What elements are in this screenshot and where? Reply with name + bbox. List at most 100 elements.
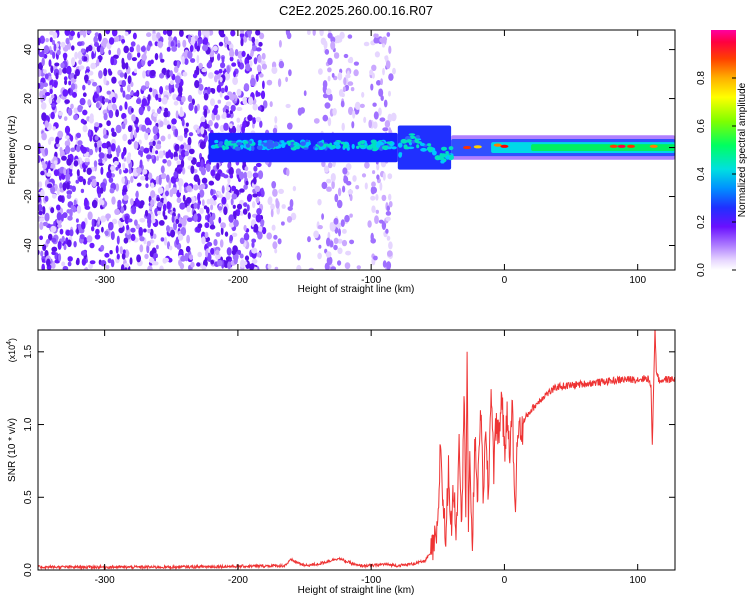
spectrogram-noise-speckle bbox=[321, 213, 324, 220]
spectrogram-noise-speckle bbox=[215, 232, 221, 237]
spectrogram-noise-speckle bbox=[390, 112, 397, 122]
spectrogram-noise-speckle bbox=[115, 183, 120, 192]
spectrogram-signal-blob bbox=[408, 133, 416, 136]
spectrogram-noise-speckle bbox=[262, 100, 268, 109]
spectrogram-noise-speckle bbox=[215, 114, 221, 121]
spectrogram-noise-speckle bbox=[266, 79, 273, 86]
spectrogram-noise-speckle bbox=[64, 125, 71, 135]
spectrogram-noise-speckle bbox=[180, 144, 185, 150]
spectrogram-noise-speckle bbox=[243, 171, 248, 179]
spectrogram-noise-speckle bbox=[220, 222, 227, 229]
snr-y-tick-label: 0.5 bbox=[23, 490, 34, 504]
spectrogram-noise-speckle bbox=[363, 116, 367, 123]
spectrogram-noise-speckle bbox=[70, 147, 76, 153]
spectrogram-noise-speckle bbox=[231, 62, 237, 67]
spectrogram-noise-speckle bbox=[372, 170, 376, 175]
spectrogram-noise-speckle bbox=[375, 33, 379, 38]
spectrogram-noise-speckle bbox=[158, 220, 165, 226]
spectrogram-noise-speckle bbox=[105, 265, 110, 269]
spectrogram-noise-speckle bbox=[66, 190, 73, 195]
spectrogram-noise-speckle bbox=[356, 265, 361, 270]
spectrogram-noise-speckle bbox=[66, 239, 72, 248]
spectrogram-noise-speckle bbox=[385, 216, 391, 222]
spectrogram-noise-speckle bbox=[159, 265, 164, 270]
spectrogram-noise-speckle bbox=[201, 265, 207, 270]
spectrogram-noise-speckle bbox=[136, 182, 142, 187]
spectrogram-noise-speckle bbox=[180, 227, 187, 236]
spectrogram-noise-speckle bbox=[217, 53, 221, 61]
spectrogram-noise-speckle bbox=[189, 36, 196, 45]
spectrogram-noise-speckle bbox=[206, 241, 213, 247]
spectrogram-noise-speckle bbox=[105, 30, 111, 35]
spectrogram-noise-speckle bbox=[76, 145, 81, 153]
spectrogram-noise-speckle bbox=[200, 159, 204, 168]
spectrogram-noise-speckle bbox=[215, 173, 221, 181]
spectrogram-noise-speckle bbox=[159, 120, 164, 127]
spectrogram-noise-speckle bbox=[140, 46, 146, 52]
spectrogram-noise-speckle bbox=[373, 111, 379, 120]
spectrogram-noise-speckle bbox=[373, 255, 378, 261]
spectrogram-noise-speckle bbox=[103, 112, 108, 121]
spectrogram-noise-speckle bbox=[112, 54, 119, 59]
spectrogram-noise-speckle bbox=[210, 204, 214, 211]
spectrogram-noise-speckle bbox=[364, 161, 370, 169]
spectrogram-noise-speckle bbox=[155, 93, 159, 101]
spectrogram-noise-speckle bbox=[156, 244, 159, 250]
spectrogram-noise-speckle bbox=[159, 52, 163, 61]
spectrogram-noise-speckle bbox=[130, 91, 134, 96]
spectrogram-noise-speckle bbox=[178, 185, 182, 193]
spectrogram-noise-speckle bbox=[260, 187, 264, 195]
spectrogram-noise-speckle bbox=[84, 205, 91, 210]
spectrogram-noise-speckle bbox=[66, 158, 72, 166]
spectrogram-noise-speckle bbox=[139, 218, 146, 223]
figure-title: C2E2.2025.260.00.16.R07 bbox=[279, 3, 433, 18]
spectrogram-signal-blob bbox=[427, 143, 432, 147]
spectrogram-noise-speckle bbox=[55, 43, 59, 48]
spectrogram-noise-speckle bbox=[73, 107, 79, 114]
spectrogram-noise-speckle bbox=[239, 188, 245, 193]
spectrogram-noise-speckle bbox=[168, 85, 173, 94]
spectrogram-noise-speckle bbox=[325, 251, 332, 258]
spectrogram-noise-speckle bbox=[345, 163, 352, 171]
spectrogram-noise-speckle bbox=[51, 246, 58, 252]
spectrogram-noise-speckle bbox=[124, 215, 130, 225]
spectrogram-noise-speckle bbox=[181, 118, 185, 127]
spectrogram-noise-speckle bbox=[218, 41, 224, 47]
spectrogram-noise-speckle bbox=[333, 244, 338, 251]
spectrogram-noise-speckle bbox=[77, 140, 83, 146]
spectrogram-noise-speckle bbox=[210, 247, 215, 255]
spectrogram-noise-speckle bbox=[177, 178, 184, 187]
spectrogram-noise-speckle bbox=[271, 224, 276, 231]
spectrogram-noise-speckle bbox=[162, 159, 167, 164]
spectrogram-noise-speckle bbox=[120, 86, 124, 93]
spectrogram-noise-speckle bbox=[262, 80, 265, 90]
spectrogram-noise-speckle bbox=[161, 97, 168, 105]
spectrogram-noise-speckle bbox=[56, 204, 61, 211]
spectrogram-noise-speckle bbox=[193, 174, 200, 183]
spectrogram-noise-speckle bbox=[388, 45, 392, 54]
spectrogram-noise-speckle bbox=[204, 222, 210, 229]
spectrogram-noise-speckle bbox=[216, 259, 223, 267]
spectrogram-noise-speckle bbox=[87, 99, 92, 106]
spectrogram-noise-speckle bbox=[242, 208, 248, 215]
spectrogram-noise-speckle bbox=[285, 103, 291, 109]
spectrogram-noise-speckle bbox=[354, 101, 361, 110]
spectrogram-noise-speckle bbox=[212, 45, 218, 52]
spectrogram-noise-speckle bbox=[115, 124, 122, 134]
spectrogram-noise-speckle bbox=[210, 259, 215, 265]
spectrogram-noise-speckle bbox=[67, 256, 73, 262]
spectrogram-noise-speckle bbox=[255, 30, 261, 36]
spectrogram-noise-speckle bbox=[53, 81, 58, 88]
spectrogram-noise-speckle bbox=[239, 171, 245, 180]
colorbar-label: Normalized spectral amplitude bbox=[737, 82, 748, 217]
spectrogram-noise-speckle bbox=[121, 62, 127, 70]
spectrogram-noise-speckle bbox=[133, 92, 138, 97]
spectrogram-noise-speckle bbox=[233, 211, 237, 220]
spectrogram-noise-speckle bbox=[285, 76, 288, 83]
spectrogram-noise-speckle bbox=[72, 91, 77, 98]
spectrogram-noise-speckle bbox=[348, 106, 354, 116]
spectrogram-noise-speckle bbox=[119, 246, 123, 255]
spectrogram-noise-speckle bbox=[141, 85, 147, 91]
spectrogram-noise-speckle bbox=[176, 96, 182, 101]
spectrogram-noise-speckle bbox=[88, 70, 94, 76]
